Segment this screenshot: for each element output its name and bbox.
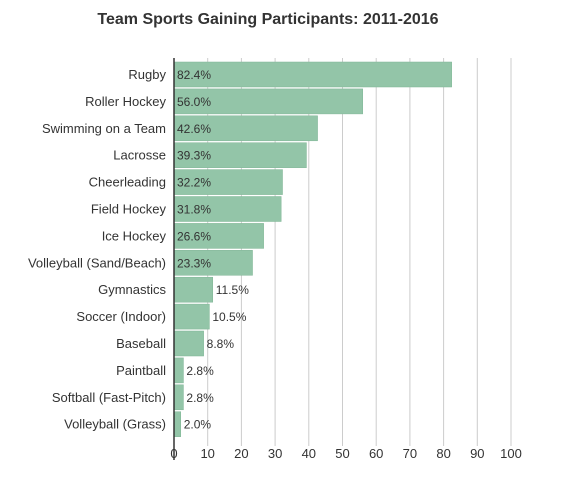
category-label: Rugby — [128, 67, 166, 82]
data-label: 23.3% — [177, 256, 211, 270]
category-labels: Rugby 82.4% Roller Hockey 56.0% Swimming on … — [28, 67, 249, 432]
x-axis-ticks: 0102030405060708090100 — [170, 446, 521, 461]
x-tick-label: 80 — [436, 446, 450, 461]
x-tick-label: 100 — [500, 446, 522, 461]
category-label: Softball (Fast-Pitch) — [52, 390, 166, 405]
category-label: Swimming on a Team — [42, 121, 166, 136]
x-tick-label: 40 — [302, 446, 316, 461]
data-label: 2.8% — [186, 391, 214, 405]
x-tick-label: 70 — [403, 446, 417, 461]
x-tick-label: 60 — [369, 446, 383, 461]
category-label: Soccer (Indoor) — [76, 309, 166, 324]
category-label: Ice Hockey — [102, 228, 167, 243]
category-label: Cheerleading — [89, 175, 166, 190]
category-label: Field Hockey — [91, 202, 167, 217]
bar — [173, 411, 181, 437]
data-label: 31.8% — [177, 203, 211, 217]
x-tick-label: 10 — [200, 446, 214, 461]
bar — [173, 61, 452, 88]
x-tick-label: 30 — [268, 446, 282, 461]
data-label: 2.8% — [186, 364, 214, 378]
bar — [173, 250, 253, 276]
category-label: Paintball — [116, 363, 166, 378]
bar — [173, 276, 214, 303]
category-label: Baseball — [116, 336, 166, 351]
x-tick-label: 50 — [335, 446, 349, 461]
data-label: 56.0% — [177, 95, 211, 109]
bar — [173, 330, 204, 357]
bar — [173, 357, 184, 384]
data-label: 39.3% — [177, 149, 211, 163]
category-label: Gymnastics — [98, 282, 166, 297]
category-label: Roller Hockey — [85, 94, 166, 109]
chart-title: Team Sports Gaining Participants: 2011-2… — [97, 11, 438, 28]
data-label: 32.2% — [177, 176, 211, 190]
bar — [173, 384, 184, 411]
category-label: Volleyball (Sand/Beach) — [28, 255, 166, 270]
bar — [173, 303, 210, 330]
data-label: 8.8% — [207, 337, 235, 351]
data-label: 26.6% — [177, 229, 211, 243]
category-label: Volleyball (Grass) — [64, 417, 166, 432]
category-label: Lacrosse — [113, 148, 166, 163]
x-tick-label: 90 — [470, 446, 484, 461]
bar — [173, 223, 264, 249]
data-label: 10.5% — [212, 310, 246, 324]
data-label: 2.0% — [184, 418, 212, 432]
x-tick-label: 20 — [234, 446, 248, 461]
bars — [173, 61, 452, 437]
data-label: 11.5% — [216, 283, 249, 297]
data-label: 42.6% — [177, 122, 211, 136]
data-label: 82.4% — [177, 68, 211, 82]
bar — [173, 196, 282, 222]
